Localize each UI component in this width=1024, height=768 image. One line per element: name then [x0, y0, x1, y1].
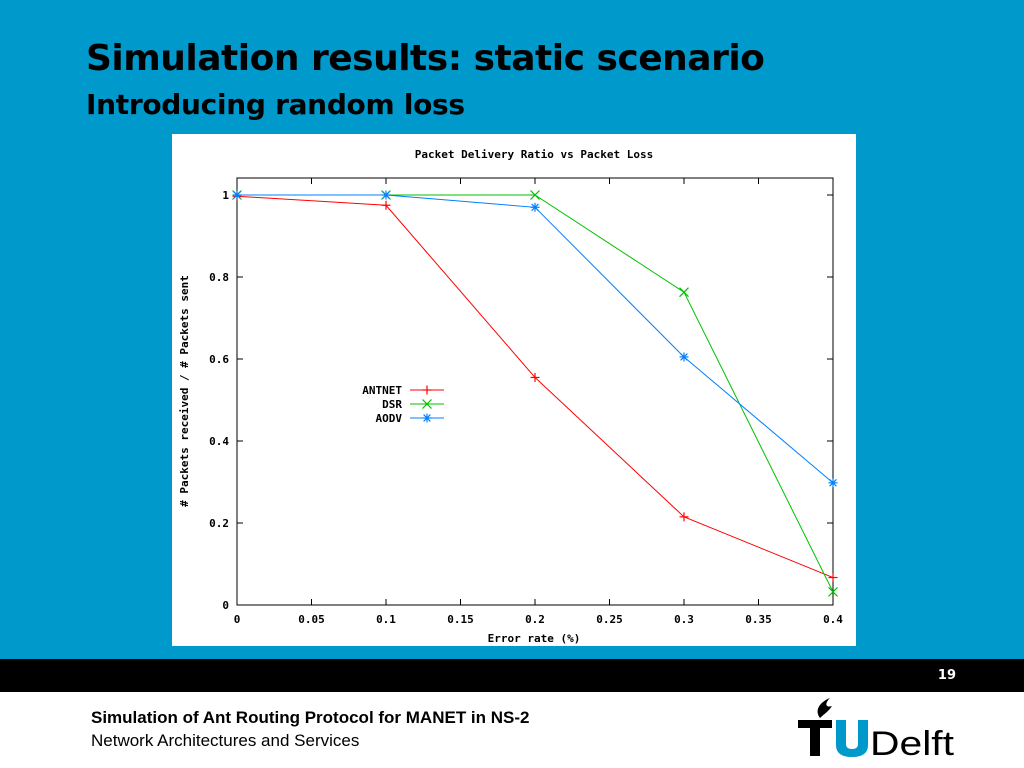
slide-title: Simulation results: static scenario [86, 38, 765, 79]
chart-title: Packet Delivery Ratio vs Packet Loss [415, 148, 653, 161]
footer-bar: 19 [0, 659, 1024, 692]
x-tick-label: 0.05 [298, 613, 325, 626]
data-point-aodv [232, 190, 242, 200]
y-tick-label: 0.6 [209, 353, 229, 366]
y-tick-label: 1 [222, 189, 229, 202]
chart-panel: Packet Delivery Ratio vs Packet Loss 0 0.… [172, 134, 856, 646]
x-tick-label: 0.2 [525, 613, 545, 626]
x-axis-label: Error rate (%) [488, 632, 581, 645]
footer-presentation-title: Simulation of Ant Routing Protocol for M… [91, 708, 530, 727]
data-point-antnet [381, 200, 391, 210]
data-point-aodv [530, 202, 540, 212]
footer: Simulation of Ant Routing Protocol for M… [0, 692, 1024, 768]
data-point-antnet [679, 512, 689, 522]
y-tick-label: 0.4 [209, 435, 229, 448]
tu-delft-logo: Delft [798, 698, 955, 762]
footer-department: Network Architectures and Services [91, 731, 360, 750]
x-tick-label: 0 [234, 613, 241, 626]
legend-label-dsr: DSR [382, 398, 402, 411]
x-tick-label: 0.1 [376, 613, 396, 626]
y-axis-label: # Packets received / # Packets sent [178, 275, 191, 507]
x-tick-label: 0.4 [823, 613, 843, 626]
y-tick-label: 0.8 [209, 271, 229, 284]
x-tick-label: 0.3 [674, 613, 694, 626]
x-tick-label: 0.35 [745, 613, 772, 626]
svg-text:Delft: Delft [870, 725, 955, 762]
data-point-antnet [828, 573, 838, 583]
y-tick-label: 0.2 [209, 517, 229, 530]
data-point-aodv [679, 352, 689, 362]
x-tick-label: 0.15 [447, 613, 474, 626]
series-line-aodv [237, 194, 834, 484]
legend-label-aodv: AODV [376, 412, 403, 425]
legend-marker-aodv [422, 413, 432, 423]
data-point-dsr [530, 190, 540, 200]
data-point-aodv [381, 190, 391, 200]
series-line-dsr [237, 194, 834, 593]
page-number: 19 [937, 668, 956, 683]
data-point-dsr [679, 287, 689, 298]
legend-marker-antnet [422, 385, 432, 395]
data-point-aodv [828, 478, 838, 488]
series-layer [232, 190, 838, 597]
y-tick-label: 0 [222, 599, 229, 612]
y-axis: 0 0.2 0.4 0.6 0.8 1 [209, 189, 833, 612]
data-point-antnet [530, 372, 540, 382]
legend-label-antnet: ANTNET [362, 384, 402, 397]
data-point-dsr [828, 586, 838, 597]
x-axis: 0 0.05 0.1 0.15 0.2 0.25 0.3 0.35 0.4 [234, 178, 843, 626]
legend-marker-dsr [422, 399, 432, 409]
line-chart: Packet Delivery Ratio vs Packet Loss 0 0.… [178, 148, 843, 645]
slide-subtitle: Introducing random loss [86, 88, 465, 121]
x-tick-label: 0.25 [596, 613, 623, 626]
series-line-antnet [236, 195, 834, 578]
